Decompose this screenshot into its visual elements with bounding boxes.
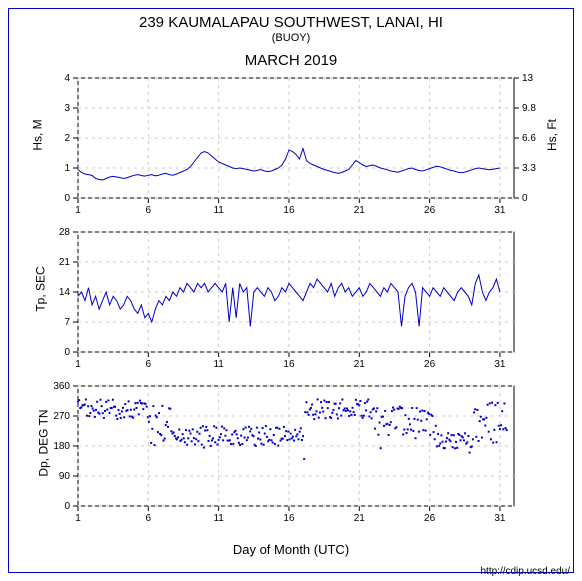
svg-text:1: 1: [75, 513, 81, 524]
station-type: (BUOY): [0, 32, 582, 44]
svg-text:16: 16: [283, 205, 295, 216]
svg-text:21: 21: [59, 257, 71, 268]
xaxis-label: Day of Month (UTC): [0, 542, 582, 557]
svg-text:14: 14: [59, 287, 71, 298]
svg-text:1: 1: [64, 163, 70, 174]
svg-text:6: 6: [146, 513, 152, 524]
svg-text:0: 0: [64, 501, 70, 512]
svg-text:270: 270: [53, 411, 70, 422]
ylabel-hs-ft: Hs, Ft: [545, 119, 559, 151]
svg-text:6.6: 6.6: [522, 133, 536, 144]
panel-tp-svg: 16111621263107142128: [78, 232, 514, 372]
svg-text:26: 26: [424, 513, 436, 524]
svg-text:26: 26: [424, 205, 436, 216]
svg-text:9.8: 9.8: [522, 103, 536, 114]
svg-text:28: 28: [59, 227, 71, 238]
svg-text:0: 0: [64, 347, 70, 358]
svg-text:31: 31: [494, 513, 506, 524]
svg-text:4: 4: [64, 73, 70, 84]
credit-url: http://cdip.ucsd.edu/: [480, 566, 570, 577]
svg-text:2: 2: [64, 133, 70, 144]
svg-text:0: 0: [64, 193, 70, 204]
svg-text:1: 1: [75, 205, 81, 216]
panel-dp-svg: 161116212631090180270360: [78, 386, 514, 526]
ylabel-tp: Tp, SEC: [34, 266, 48, 311]
svg-text:1: 1: [75, 359, 81, 370]
svg-text:21: 21: [354, 205, 366, 216]
ylabel-hs-m: Hs, M: [31, 119, 45, 150]
svg-text:3.3: 3.3: [522, 163, 536, 174]
panel-dp: 161116212631090180270360: [78, 386, 514, 506]
svg-text:31: 31: [494, 359, 506, 370]
svg-text:360: 360: [53, 381, 70, 392]
svg-text:21: 21: [354, 513, 366, 524]
svg-text:6: 6: [146, 359, 152, 370]
svg-text:11: 11: [213, 359, 224, 370]
svg-text:90: 90: [59, 471, 71, 482]
svg-text:13: 13: [522, 73, 534, 84]
chart-container: 239 KAUMALAPAU SOUTHWEST, LANAI, HI (BUO…: [0, 0, 582, 581]
svg-text:16: 16: [283, 359, 295, 370]
svg-text:16: 16: [283, 513, 295, 524]
svg-text:0: 0: [522, 193, 528, 204]
panel-tp: 16111621263107142128: [78, 232, 514, 352]
svg-text:26: 26: [424, 359, 436, 370]
ylabel-dp: Dp, DEG TN: [37, 409, 51, 476]
svg-text:31: 31: [494, 205, 506, 216]
panel-hs-svg: 1611162126310123403.36.69.813: [78, 78, 514, 218]
month-label: MARCH 2019: [0, 52, 582, 69]
svg-text:21: 21: [354, 359, 366, 370]
svg-text:3: 3: [64, 103, 70, 114]
svg-text:11: 11: [213, 513, 224, 524]
svg-text:6: 6: [146, 205, 152, 216]
svg-text:180: 180: [53, 441, 70, 452]
svg-text:11: 11: [213, 205, 224, 216]
svg-text:7: 7: [64, 317, 70, 328]
station-title: 239 KAUMALAPAU SOUTHWEST, LANAI, HI: [0, 14, 582, 31]
panel-hs: 1611162126310123403.36.69.813: [78, 78, 514, 198]
